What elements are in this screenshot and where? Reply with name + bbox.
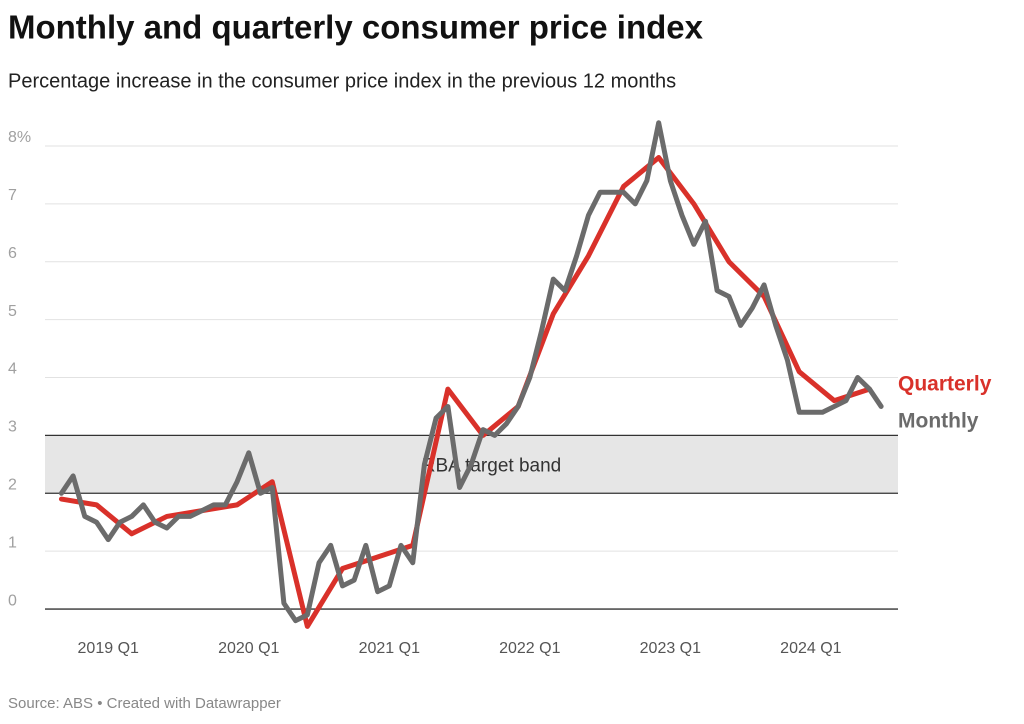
chart-subtitle: Percentage increase in the consumer pric… — [8, 70, 676, 92]
series-line — [58, 120, 884, 624]
series-line — [58, 155, 872, 629]
x-tick-label: 2022 Q1 — [499, 640, 560, 657]
y-tick-label: 5 — [8, 303, 17, 320]
y-tick-label: 1 — [8, 534, 17, 551]
y-tick-label: 7 — [8, 187, 17, 204]
y-tick-label: 0 — [8, 592, 17, 609]
chart-title: Monthly and quarterly consumer price ind… — [8, 9, 704, 46]
x-tick-label: 2023 Q1 — [640, 640, 701, 657]
x-tick-label: 2021 Q1 — [359, 640, 420, 657]
y-tick-label: 6 — [8, 245, 17, 262]
y-tick-label: 4 — [8, 361, 17, 378]
source-note: Source: ABS • Created with Datawrapper — [8, 695, 281, 712]
y-tick-label: 8% — [8, 129, 31, 146]
x-tick-label: 2024 Q1 — [780, 640, 841, 657]
legend-label: Monthly — [898, 410, 979, 433]
y-tick-label: 2 — [8, 476, 17, 493]
x-tick-label: 2019 Q1 — [78, 640, 139, 657]
band-label: RBA target band — [422, 455, 561, 476]
y-tick-label: 3 — [8, 419, 17, 436]
x-tick-label: 2020 Q1 — [218, 640, 279, 657]
legend-label: Quarterly — [898, 373, 992, 396]
